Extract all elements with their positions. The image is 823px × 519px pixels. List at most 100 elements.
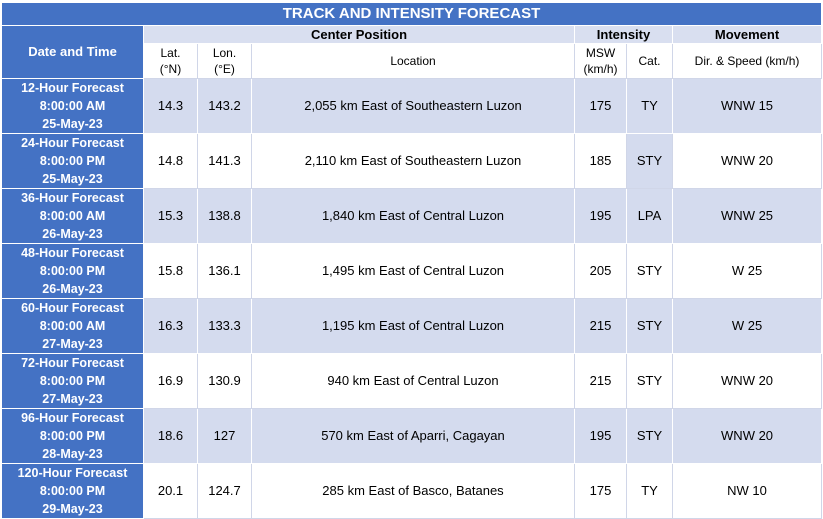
- category-cell: STY: [626, 133, 673, 189]
- location-cell: 1,840 km East of Central Luzon: [251, 188, 575, 244]
- movement-cell: WNW 20: [671, 353, 823, 409]
- table-row: 60-Hour Forecast 8:00:00 AM 27-May-23 16…: [1, 298, 823, 354]
- location-cell: 570 km East of Aparri, Cagayan: [251, 408, 575, 464]
- location-cell: 285 km East of Basco, Batanes: [251, 463, 575, 519]
- header-lat-unit: (°N): [159, 62, 182, 76]
- lon-cell: 133.3: [197, 298, 252, 354]
- movement-cell: WNW 20: [671, 133, 823, 189]
- header-movement: Movement: [671, 25, 823, 44]
- lat-cell: 20.1: [143, 463, 198, 519]
- msw-cell: 205: [574, 243, 627, 299]
- forecast-label: 48-Hour Forecast: [21, 246, 124, 260]
- lat-cell: 18.6: [143, 408, 198, 464]
- forecast-label: 36-Hour Forecast: [21, 191, 124, 205]
- forecast-datetime-cell: 24-Hour Forecast 8:00:00 PM 25-May-23: [1, 133, 144, 189]
- movement-cell: W 25: [671, 243, 823, 299]
- forecast-time: 8:00:00 PM: [39, 429, 106, 443]
- forecast-date: 27-May-23: [42, 337, 103, 351]
- location-cell: 1,495 km East of Central Luzon: [251, 243, 575, 299]
- forecast-date: 27-May-23: [42, 392, 103, 406]
- msw-cell: 175: [574, 78, 627, 134]
- lon-cell: 136.1: [197, 243, 252, 299]
- header-lon-unit: (°E): [214, 62, 235, 76]
- lon-cell: 130.9: [197, 353, 252, 409]
- lat-cell: 16.9: [143, 353, 198, 409]
- location-cell: 1,195 km East of Central Luzon: [251, 298, 575, 354]
- category-cell: STY: [626, 243, 673, 299]
- header-date-time: Date and Time: [1, 25, 144, 79]
- forecast-datetime-cell: 36-Hour Forecast 8:00:00 AM 26-May-23: [1, 188, 144, 244]
- lat-cell: 15.3: [143, 188, 198, 244]
- header-dir-speed: Dir. & Speed (km/h): [671, 43, 823, 79]
- lon-cell: 138.8: [197, 188, 252, 244]
- table-row: 48-Hour Forecast 8:00:00 PM 26-May-23 15…: [1, 243, 823, 299]
- msw-cell: 215: [574, 353, 627, 409]
- header-center-position: Center Position: [143, 25, 575, 44]
- forecast-date: 25-May-23: [42, 172, 103, 186]
- header-lon: Lon. (°E): [197, 43, 252, 79]
- forecast-label: 120-Hour Forecast: [17, 466, 128, 480]
- location-cell: 2,110 km East of Southeastern Luzon: [251, 133, 575, 189]
- msw-cell: 195: [574, 408, 627, 464]
- forecast-datetime-cell: 48-Hour Forecast 8:00:00 PM 26-May-23: [1, 243, 144, 299]
- forecast-datetime-cell: 96-Hour Forecast 8:00:00 PM 28-May-23: [1, 408, 144, 464]
- movement-cell: WNW 20: [671, 408, 823, 464]
- movement-cell: WNW 15: [671, 78, 823, 134]
- forecast-time: 8:00:00 PM: [39, 484, 106, 498]
- forecast-label: 60-Hour Forecast: [21, 301, 124, 315]
- lon-cell: 143.2: [197, 78, 252, 134]
- lon-cell: 141.3: [197, 133, 252, 189]
- forecast-datetime-cell: 12-Hour Forecast 8:00:00 AM 25-May-23: [1, 78, 144, 134]
- forecast-date: 26-May-23: [42, 227, 103, 241]
- table-title: TRACK AND INTENSITY FORECAST: [0, 2, 823, 26]
- header-msw-name: MSW: [585, 46, 616, 60]
- msw-cell: 215: [574, 298, 627, 354]
- category-cell: TY: [626, 463, 673, 519]
- location-cell: 2,055 km East of Southeastern Luzon: [251, 78, 575, 134]
- header-msw: MSW (km/h): [574, 43, 627, 79]
- lat-cell: 15.8: [143, 243, 198, 299]
- forecast-date: 25-May-23: [42, 117, 103, 131]
- forecast-datetime-cell: 120-Hour Forecast 8:00:00 PM 29-May-23: [1, 463, 144, 519]
- forecast-label: 72-Hour Forecast: [21, 356, 124, 370]
- category-cell: STY: [626, 353, 673, 409]
- forecast-time: 8:00:00 AM: [39, 319, 106, 333]
- lat-cell: 16.3: [143, 298, 198, 354]
- forecast-date: 28-May-23: [42, 447, 103, 461]
- movement-cell: W 25: [671, 298, 823, 354]
- category-cell: STY: [626, 298, 673, 354]
- msw-cell: 195: [574, 188, 627, 244]
- forecast-time: 8:00:00 PM: [39, 374, 106, 388]
- lon-cell: 124.7: [197, 463, 252, 519]
- header-msw-unit: (km/h): [583, 62, 618, 76]
- forecast-label: 12-Hour Forecast: [21, 81, 124, 95]
- table-row: 24-Hour Forecast 8:00:00 PM 25-May-23 14…: [1, 133, 823, 189]
- forecast-label: 24-Hour Forecast: [21, 136, 124, 150]
- header-lat-name: Lat.: [160, 46, 181, 60]
- forecast-time: 8:00:00 AM: [39, 99, 106, 113]
- forecast-datetime-cell: 60-Hour Forecast 8:00:00 AM 27-May-23: [1, 298, 144, 354]
- table-row: 72-Hour Forecast 8:00:00 PM 27-May-23 16…: [1, 353, 823, 409]
- forecast-datetime-cell: 72-Hour Forecast 8:00:00 PM 27-May-23: [1, 353, 144, 409]
- category-cell: LPA: [626, 188, 673, 244]
- lat-cell: 14.8: [143, 133, 198, 189]
- header-intensity: Intensity: [574, 25, 673, 44]
- forecast-time: 8:00:00 AM: [39, 209, 106, 223]
- lon-cell: 127: [197, 408, 252, 464]
- location-cell: 940 km East of Central Luzon: [251, 353, 575, 409]
- table-row: 120-Hour Forecast 8:00:00 PM 29-May-23 2…: [1, 463, 823, 519]
- forecast-time: 8:00:00 PM: [39, 264, 106, 278]
- header-cat: Cat.: [626, 43, 673, 79]
- forecast-label: 96-Hour Forecast: [21, 411, 124, 425]
- forecast-time: 8:00:00 PM: [39, 154, 106, 168]
- movement-cell: NW 10: [671, 463, 823, 519]
- forecast-date: 29-May-23: [42, 502, 103, 516]
- lat-cell: 14.3: [143, 78, 198, 134]
- header-location: Location: [251, 43, 575, 79]
- msw-cell: 185: [574, 133, 627, 189]
- table-row: 96-Hour Forecast 8:00:00 PM 28-May-23 18…: [1, 408, 823, 464]
- table-row: 36-Hour Forecast 8:00:00 AM 26-May-23 15…: [1, 188, 823, 244]
- forecast-date: 26-May-23: [42, 282, 103, 296]
